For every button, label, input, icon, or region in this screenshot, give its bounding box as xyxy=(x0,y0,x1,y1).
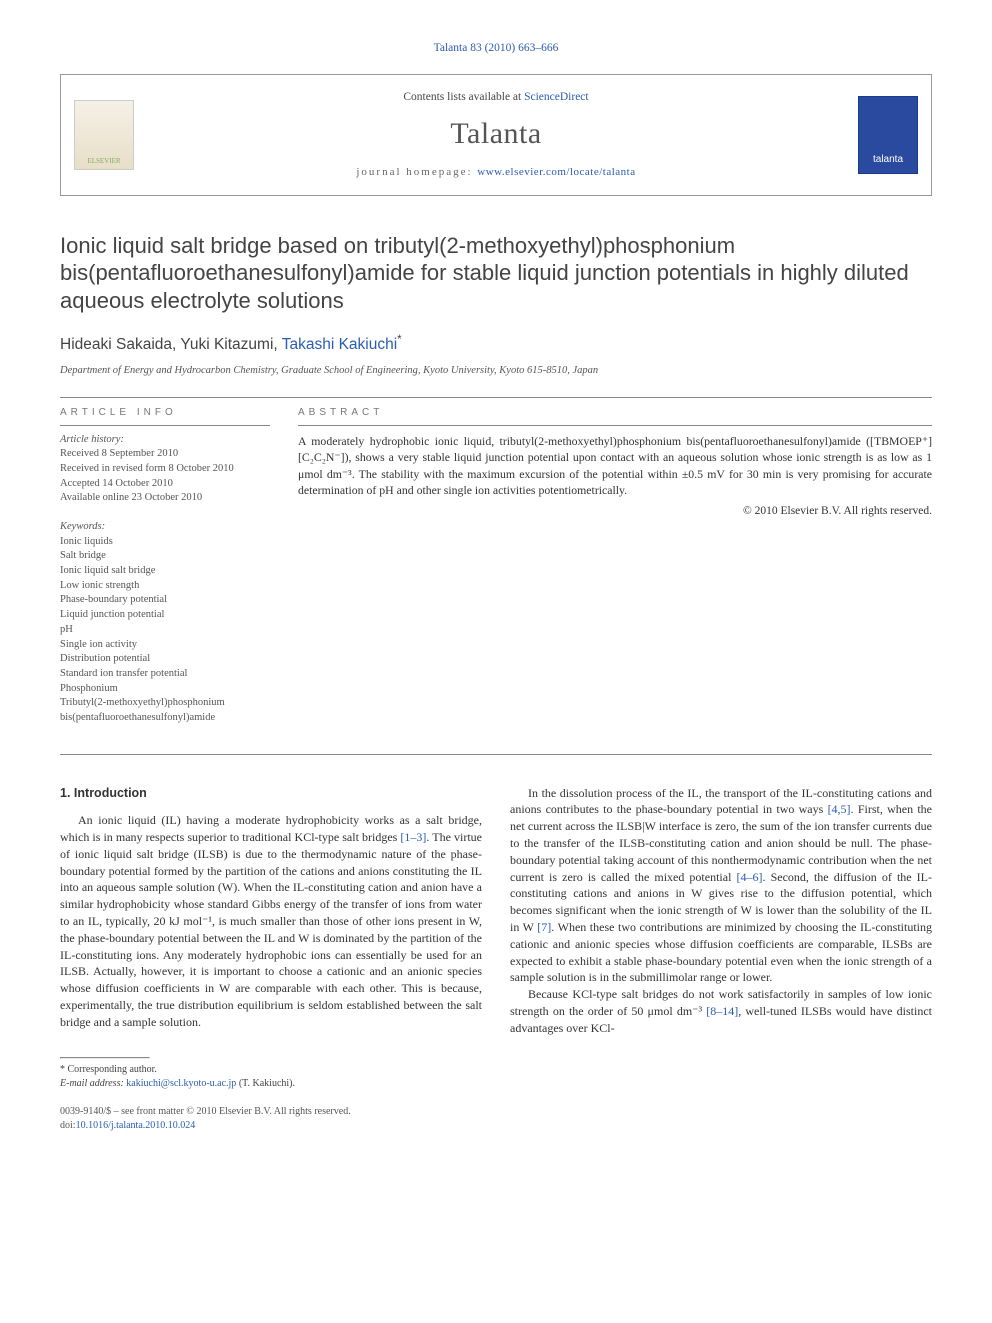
keyword: Tributyl(2-methoxyethyl)phosphonium bis(… xyxy=(60,696,270,725)
homepage-line: journal homepage: www.elsevier.com/locat… xyxy=(151,165,841,180)
authors-list: Hideaki Sakaida, Yuki Kitazumi, xyxy=(60,336,282,353)
abstract-text: A moderately hydrophobic ionic liquid, t… xyxy=(298,433,932,499)
history-item: Available online 23 October 2010 xyxy=(60,491,270,506)
history-item: Accepted 14 October 2010 xyxy=(60,477,270,492)
page-footer: 0039-9140/$ – see front matter © 2010 El… xyxy=(60,1105,932,1133)
elsevier-logo: ELSEVIER xyxy=(69,83,139,186)
keyword: pH xyxy=(60,623,270,638)
article-info-label: ARTICLE INFO xyxy=(60,400,270,426)
talanta-cover: talanta xyxy=(853,83,923,186)
article-body: 1. Introduction An ionic liquid (IL) hav… xyxy=(60,785,932,1037)
corresponding-mark: * xyxy=(397,333,402,346)
body-paragraph: Because KCl-type salt bridges do not wor… xyxy=(510,986,932,1036)
footnote-rule xyxy=(60,1057,150,1059)
homepage-prefix: journal homepage: xyxy=(356,166,477,178)
history-item: Received in revised form 8 October 2010 xyxy=(60,462,270,477)
section-title: Introduction xyxy=(74,786,147,800)
article-info-column: ARTICLE INFO Article history: Received 8… xyxy=(60,400,270,726)
keyword: Ionic liquid salt bridge xyxy=(60,564,270,579)
corresponding-footnote: * Corresponding author. E-mail address: … xyxy=(60,1063,932,1091)
elsevier-tree-icon: ELSEVIER xyxy=(74,100,134,170)
ref-link[interactable]: [4–6] xyxy=(737,870,763,884)
elsevier-logo-text: ELSEVIER xyxy=(87,157,120,167)
keyword: Standard ion transfer potential xyxy=(60,667,270,682)
abstract-column: ABSTRACT A moderately hydrophobic ionic … xyxy=(298,400,932,726)
keyword: Phase-boundary potential xyxy=(60,593,270,608)
keyword: Low ionic strength xyxy=(60,579,270,594)
footnote-email-link[interactable]: kakiuchi@scl.kyoto-u.ac.jp xyxy=(126,1078,236,1089)
footnote-label: Corresponding author. xyxy=(68,1064,157,1075)
body-paragraph: In the dissolution process of the IL, th… xyxy=(510,785,932,987)
article-title: Ionic liquid salt bridge based on tribut… xyxy=(60,232,932,315)
talanta-cover-text: talanta xyxy=(873,153,903,167)
top-citation: Talanta 83 (2010) 663–666 xyxy=(60,40,932,56)
journal-homepage-link[interactable]: www.elsevier.com/locate/talanta xyxy=(477,166,635,178)
footnote-mark: * xyxy=(60,1064,65,1075)
corresponding-author-link[interactable]: Takashi Kakiuchi xyxy=(282,336,397,353)
ref-link[interactable]: [4,5] xyxy=(828,802,851,816)
body-text: . When these two contributions are minim… xyxy=(510,920,932,984)
top-citation-link[interactable]: Talanta 83 (2010) 663–666 xyxy=(434,42,559,54)
divider-rule xyxy=(60,754,932,755)
ref-link[interactable]: [1–3] xyxy=(400,830,426,844)
sciencedirect-link[interactable]: ScienceDirect xyxy=(524,91,589,103)
history-head: Article history: xyxy=(60,433,270,448)
section-heading: 1. Introduction xyxy=(60,785,482,803)
affiliation: Department of Energy and Hydrocarbon Che… xyxy=(60,364,932,379)
divider-rule xyxy=(60,397,932,398)
keyword: Single ion activity xyxy=(60,638,270,653)
abstract-label: ABSTRACT xyxy=(298,400,932,426)
journal-header: ELSEVIER talanta Contents lists availabl… xyxy=(60,74,932,195)
abstract-copyright: © 2010 Elsevier B.V. All rights reserved… xyxy=(298,503,932,519)
footnote-email-suffix: (T. Kakiuchi). xyxy=(239,1078,295,1089)
body-paragraph: An ionic liquid (IL) having a moderate h… xyxy=(60,812,482,1030)
keyword: Salt bridge xyxy=(60,549,270,564)
keywords-block: Keywords: Ionic liquids Salt bridge Ioni… xyxy=(60,520,270,726)
footnote-email-label: E-mail address: xyxy=(60,1078,124,1089)
section-number: 1. xyxy=(60,786,70,800)
info-abstract-row: ARTICLE INFO Article history: Received 8… xyxy=(60,400,932,726)
doi-link[interactable]: 10.1016/j.talanta.2010.10.024 xyxy=(76,1120,196,1131)
ref-link[interactable]: [8–14] xyxy=(706,1004,738,1018)
history-item: Received 8 September 2010 xyxy=(60,447,270,462)
talanta-cover-icon: talanta xyxy=(858,96,918,174)
article-history: Article history: Received 8 September 20… xyxy=(60,433,270,506)
ref-link[interactable]: [7] xyxy=(537,920,551,934)
keyword: Distribution potential xyxy=(60,652,270,667)
keyword: Ionic liquids xyxy=(60,535,270,550)
body-text: . The virtue of ionic liquid salt bridge… xyxy=(60,830,482,995)
journal-name: Talanta xyxy=(151,113,841,155)
doi-prefix: doi: xyxy=(60,1120,76,1131)
issn-line: 0039-9140/$ – see front matter © 2010 El… xyxy=(60,1105,932,1119)
contents-prefix: Contents lists available at xyxy=(403,91,524,103)
keyword: Liquid junction potential xyxy=(60,608,270,623)
contents-line: Contents lists available at ScienceDirec… xyxy=(151,89,841,105)
keyword: Phosphonium xyxy=(60,682,270,697)
keywords-head: Keywords: xyxy=(60,520,270,535)
authors: Hideaki Sakaida, Yuki Kitazumi, Takashi … xyxy=(60,332,932,356)
